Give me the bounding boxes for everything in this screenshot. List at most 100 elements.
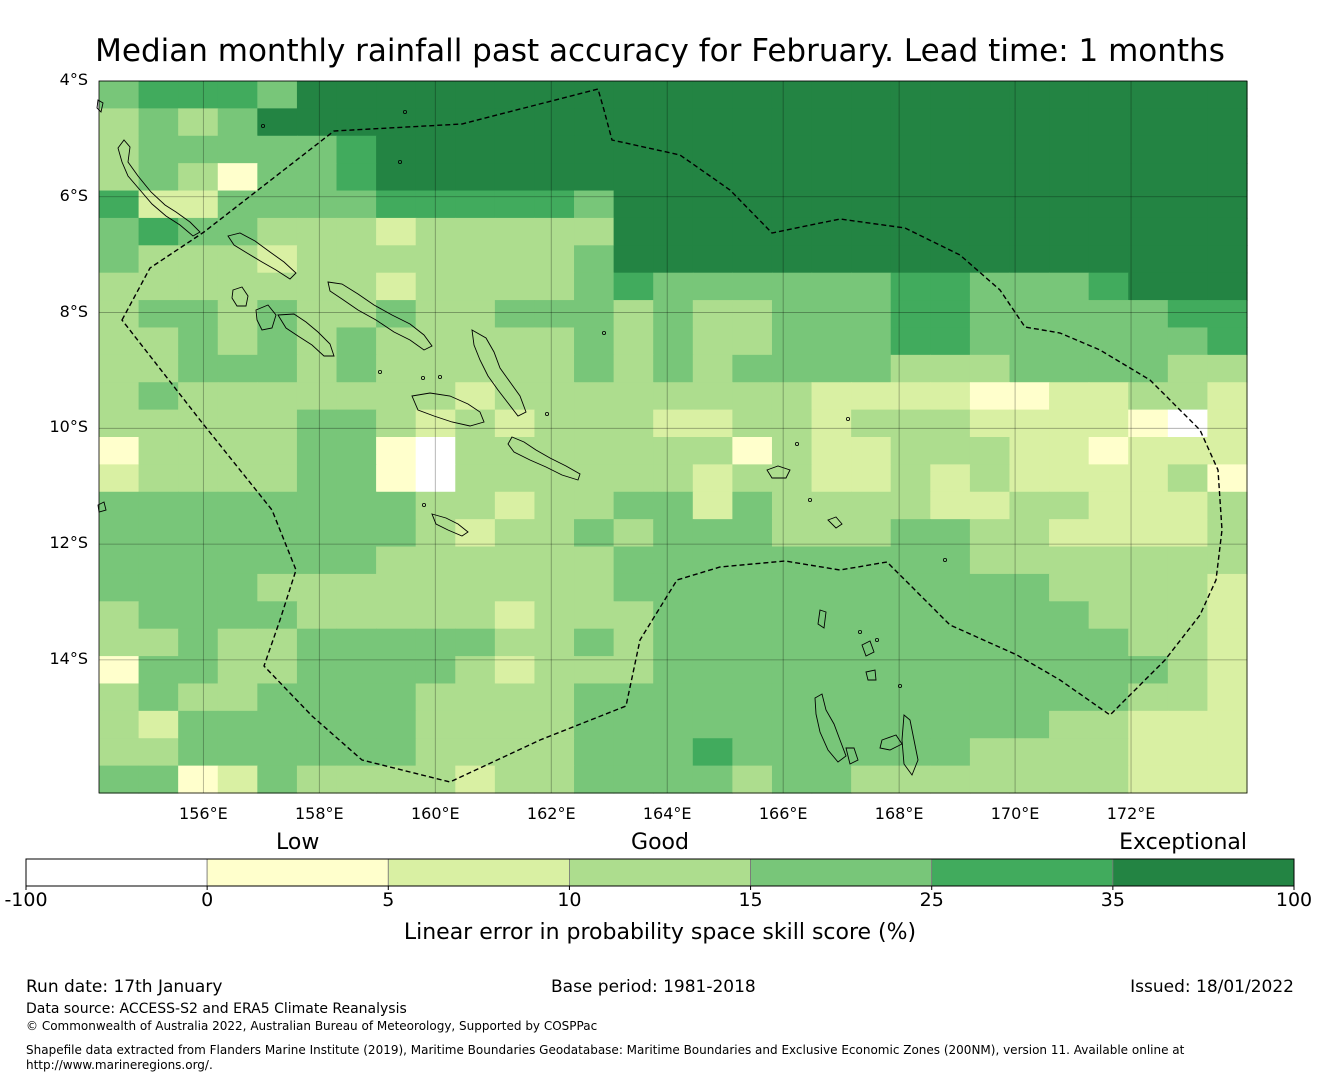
grid-cell bbox=[217, 628, 258, 657]
grid-cell bbox=[178, 656, 219, 685]
grid-cell bbox=[1009, 628, 1050, 657]
grid-cell bbox=[732, 601, 773, 630]
colorbar-tick-label: 100 bbox=[1275, 889, 1313, 911]
grid-cell bbox=[455, 135, 496, 164]
grid-cell bbox=[1009, 135, 1050, 164]
lat-tick-label: 8°S bbox=[59, 301, 88, 321]
grid-cell bbox=[890, 437, 931, 465]
grid-cell bbox=[494, 108, 536, 137]
grid-cell bbox=[851, 81, 892, 109]
grid-cell bbox=[415, 683, 456, 712]
grid-cell bbox=[574, 765, 615, 794]
grid-cell bbox=[930, 108, 971, 137]
grid-cell bbox=[1207, 217, 1248, 246]
grid-cell bbox=[653, 300, 694, 329]
grid-cell bbox=[851, 710, 892, 739]
colorbar-segment bbox=[1112, 858, 1295, 887]
grid-cell bbox=[296, 272, 338, 301]
grid-cell bbox=[415, 245, 456, 274]
grid-cell bbox=[99, 546, 140, 575]
grid-cell bbox=[930, 491, 971, 520]
grid-cell bbox=[415, 710, 456, 739]
grid-cell bbox=[653, 272, 694, 301]
grid-cell bbox=[415, 738, 456, 767]
grid-cell bbox=[969, 409, 1011, 438]
grid-cell bbox=[1128, 573, 1169, 602]
grid-cell bbox=[574, 163, 615, 192]
island-outline bbox=[471, 329, 527, 417]
grid-cell bbox=[1049, 163, 1090, 192]
grid-cell bbox=[692, 272, 733, 301]
grid-cell bbox=[574, 519, 615, 548]
grid-cell bbox=[851, 519, 892, 548]
grid-cell bbox=[1088, 300, 1129, 329]
grid-cell bbox=[415, 354, 456, 383]
grid-cell bbox=[217, 217, 258, 246]
grid-cell bbox=[336, 710, 377, 739]
grid-cell bbox=[1049, 519, 1090, 548]
grid-cell bbox=[217, 437, 258, 465]
grid-cell bbox=[574, 409, 615, 438]
grid-cell bbox=[969, 710, 1011, 739]
grid-cell bbox=[653, 464, 694, 493]
grid-cell bbox=[534, 683, 575, 712]
grid-cell bbox=[1128, 738, 1169, 767]
grid-cell bbox=[1167, 573, 1209, 602]
grid-cell bbox=[217, 327, 258, 356]
grid-cell bbox=[415, 628, 456, 657]
grid-cell bbox=[336, 272, 377, 301]
grid-cell bbox=[534, 409, 575, 438]
grid-cell bbox=[217, 464, 258, 493]
grid-cell bbox=[930, 738, 971, 767]
grid-cell bbox=[653, 409, 694, 438]
grid-cell bbox=[771, 683, 813, 712]
grid-cell bbox=[1009, 765, 1050, 794]
grid-cell bbox=[613, 108, 654, 137]
grid-cell bbox=[1167, 765, 1209, 794]
grid-cell bbox=[217, 272, 258, 301]
grid-cell bbox=[455, 245, 496, 274]
grid-cell bbox=[415, 656, 456, 685]
grid-cell bbox=[296, 464, 338, 493]
grid-cell bbox=[1167, 272, 1209, 301]
grid-cell bbox=[1128, 683, 1169, 712]
grid-cell bbox=[811, 354, 852, 383]
grid-cell bbox=[1207, 628, 1248, 657]
grid-cell bbox=[1049, 710, 1090, 739]
grid-cell bbox=[376, 437, 417, 465]
grid-cell bbox=[376, 108, 417, 137]
grid-cell bbox=[336, 300, 377, 329]
grid-cell bbox=[534, 656, 575, 685]
grid-cell bbox=[574, 300, 615, 329]
grid-cell bbox=[1167, 656, 1209, 685]
grid-cell bbox=[1167, 163, 1209, 192]
grid-cell bbox=[1207, 710, 1248, 739]
grid-cell bbox=[1128, 382, 1169, 411]
grid-cell bbox=[890, 573, 931, 602]
grid-cell bbox=[296, 190, 338, 219]
lon-tick-label: 168°E bbox=[874, 804, 924, 823]
grid-cell bbox=[336, 217, 377, 246]
grid-cell bbox=[376, 272, 417, 301]
grid-cell bbox=[692, 738, 733, 767]
grid-cell bbox=[1207, 327, 1248, 356]
grid-cell bbox=[653, 628, 694, 657]
grid-cell bbox=[1009, 272, 1050, 301]
grid-cell bbox=[1088, 628, 1129, 657]
data-source: Data source: ACCESS-S2 and ERA5 Climate … bbox=[26, 1001, 407, 1017]
islet bbox=[943, 558, 948, 563]
colorbar-segment bbox=[569, 858, 751, 887]
grid-cell bbox=[1128, 628, 1169, 657]
grid-cell bbox=[851, 546, 892, 575]
grid-cell bbox=[1088, 382, 1129, 411]
grid-cell bbox=[415, 190, 456, 219]
grid-cell bbox=[178, 765, 219, 794]
grid-cell bbox=[257, 656, 298, 685]
grid-cell bbox=[653, 81, 694, 109]
grid-cell bbox=[653, 546, 694, 575]
grid-cell bbox=[574, 135, 615, 164]
grid-cell bbox=[613, 573, 654, 602]
grid-cell bbox=[1088, 354, 1129, 383]
grid-cell bbox=[1207, 601, 1248, 630]
grid-cell bbox=[376, 601, 417, 630]
